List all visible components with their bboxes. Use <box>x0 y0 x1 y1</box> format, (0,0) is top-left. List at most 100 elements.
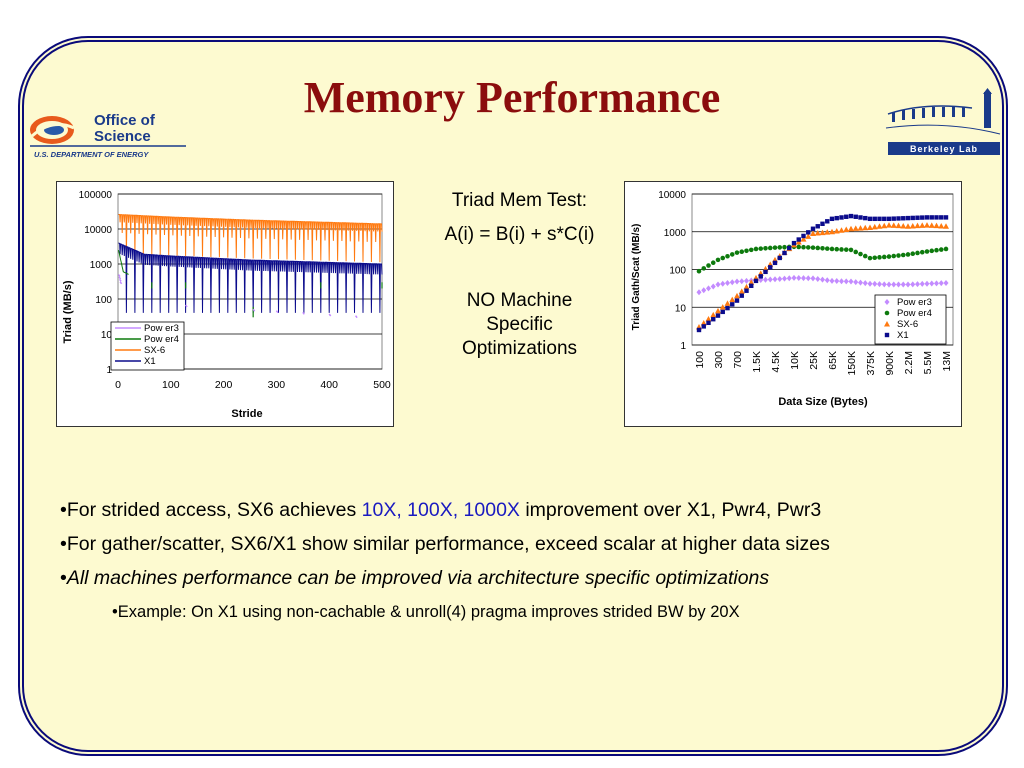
stride-legend-label: SX-6 <box>144 345 165 356</box>
gs-xtick-label: 100 <box>694 351 706 369</box>
gs-ytick-label: 1000 <box>664 228 687 239</box>
stride-chart-plot: 100000 10000 1000 100 10 10 100 200 300 400 500 Pow… <box>79 190 391 391</box>
gs-point-x1 <box>929 215 934 220</box>
gs-point-x1 <box>711 317 716 322</box>
gs-point-x1 <box>753 278 759 284</box>
gs-point-power4 <box>886 254 892 259</box>
gs-ytick-label: 1 <box>680 341 686 352</box>
gs-point-power3 <box>862 280 868 287</box>
gs-point-sx-6 <box>914 222 921 229</box>
gs-point-sx-6 <box>724 300 731 306</box>
gs-point-x1 <box>820 221 825 226</box>
stride-power3-mark <box>118 276 122 280</box>
gs-point-power4 <box>815 245 821 251</box>
gs-point-x1 <box>701 324 706 329</box>
gs-legend-marker <box>884 310 890 316</box>
gs-point-power3 <box>701 287 707 294</box>
gs-point-power3 <box>744 277 749 284</box>
gs-point-x1 <box>939 215 944 220</box>
gs-point-x1 <box>905 215 911 221</box>
gs-xtick-label: 2.2M <box>903 351 915 374</box>
stride-power3-mark <box>302 311 305 315</box>
gs-point-sx-6 <box>800 236 807 242</box>
gs-point-sx-6 <box>881 222 888 229</box>
gs-point-x1 <box>867 216 873 222</box>
gs-point-x1 <box>896 216 901 221</box>
gs-point-x1 <box>758 274 763 279</box>
gs-point-x1 <box>696 327 702 333</box>
gs-point-sx-6 <box>943 223 949 229</box>
stride-power3-mark <box>275 310 279 314</box>
gs-point-x1 <box>853 214 858 219</box>
stride-power3-mark <box>328 313 332 317</box>
stride-power3-mark <box>117 274 121 277</box>
gather-scatter-chart-ylabel: Triad Gath/Scat (MB/s) <box>631 224 642 331</box>
gs-point-sx-6 <box>852 225 859 231</box>
gs-point-power4 <box>872 255 878 261</box>
gs-point-x1 <box>720 309 725 315</box>
gs-point-power3 <box>834 278 840 285</box>
gs-point-power4 <box>710 260 716 266</box>
gs-point-sx-6 <box>743 283 750 290</box>
stride-power3-mark <box>119 281 123 285</box>
gs-point-power4 <box>919 249 925 255</box>
gather-scatter-chart-xlabel: Data Size (Bytes) <box>778 396 868 408</box>
gs-point-x1 <box>910 215 915 221</box>
bullet-optimizations-text: All machines performance can be improved… <box>66 567 770 589</box>
gs-point-power4 <box>763 245 768 251</box>
gs-point-power4 <box>777 245 783 250</box>
gs-point-sx-6 <box>857 225 864 231</box>
gs-xtick-label: 150K <box>846 351 858 376</box>
gs-xtick-label: 1.5K <box>751 351 763 373</box>
gs-point-x1 <box>782 250 787 256</box>
gs-point-power4 <box>734 250 740 255</box>
gs-point-power3 <box>829 277 835 284</box>
gs-point-power3 <box>900 281 906 288</box>
gs-point-power3 <box>710 283 716 290</box>
gs-point-x1 <box>796 237 801 242</box>
gs-point-sx-6 <box>838 227 845 233</box>
gs-point-power3 <box>843 278 849 285</box>
gs-point-power4 <box>810 245 816 250</box>
stride-ytick-label: 10 <box>101 330 113 341</box>
gs-point-x1 <box>810 226 816 231</box>
gs-point-power4 <box>796 244 802 250</box>
gs-point-power3 <box>910 281 916 288</box>
gs-point-sx-6 <box>938 222 945 229</box>
no-machine-line1: NO Machine <box>466 290 573 311</box>
gs-point-sx-6 <box>919 222 926 228</box>
gs-point-power4 <box>896 253 901 258</box>
gs-point-x1 <box>943 215 949 220</box>
gs-point-x1 <box>839 215 844 220</box>
gs-point-power3 <box>767 276 773 283</box>
gs-point-sx-6 <box>928 222 935 228</box>
gs-point-power3 <box>853 279 859 286</box>
gs-point-power3 <box>881 281 887 288</box>
gs-xtick-label: 4.5K <box>770 351 782 373</box>
gs-point-power3 <box>801 275 806 282</box>
bullet-strided: •For strided access, SX6 achieves 10X, 1… <box>60 496 1000 530</box>
gs-point-power3 <box>796 275 802 282</box>
gs-xtick-label: 700 <box>732 351 744 369</box>
stride-xtick-label: 300 <box>268 379 286 391</box>
gs-point-power3 <box>810 275 816 282</box>
gs-point-sx-6 <box>867 224 873 230</box>
gs-point-power3 <box>858 279 863 286</box>
gs-point-x1 <box>886 216 892 222</box>
berkeley-lab-logo: Berkeley Lab <box>885 88 1001 155</box>
gs-legend-marker <box>884 332 890 338</box>
bullet-strided-post: improvement over X1, Pwr4, Pwr3 <box>519 499 822 521</box>
gs-point-x1 <box>763 269 768 275</box>
slide-title: Memory Performance <box>303 73 721 122</box>
gs-point-sx-6 <box>833 228 840 234</box>
gs-point-sx-6 <box>738 288 745 294</box>
gs-point-power4 <box>805 245 811 250</box>
gs-point-power3 <box>715 281 721 288</box>
gs-point-x1 <box>725 305 730 311</box>
no-machine-line3: Optimizations <box>461 338 578 359</box>
gs-point-power4 <box>867 255 873 261</box>
gs-xtick-label: 25K <box>808 351 820 370</box>
gs-point-power4 <box>715 257 721 263</box>
